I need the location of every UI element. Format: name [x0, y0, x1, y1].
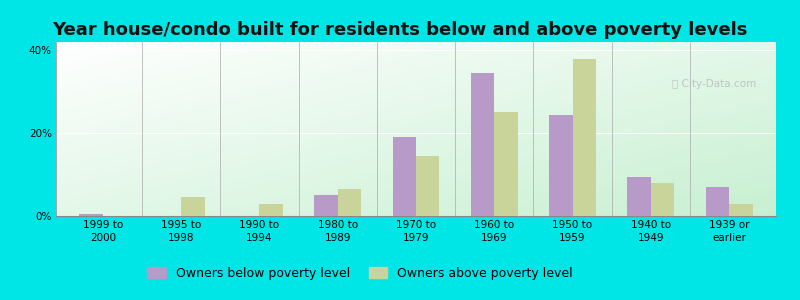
Bar [627, 177, 650, 216]
Bar [338, 189, 362, 216]
Bar [494, 112, 518, 216]
Bar [259, 204, 283, 216]
Bar [650, 183, 674, 216]
Bar [706, 187, 729, 216]
Bar [729, 204, 753, 216]
Bar [549, 115, 573, 216]
Bar [573, 58, 596, 216]
Bar [393, 137, 416, 216]
Bar [470, 73, 494, 216]
Bar [416, 156, 439, 216]
Text: Year house/condo built for residents below and above poverty levels: Year house/condo built for residents bel… [52, 21, 748, 39]
Legend: Owners below poverty level, Owners above poverty level: Owners below poverty level, Owners above… [142, 262, 578, 285]
Bar [182, 197, 205, 216]
Bar [79, 214, 103, 216]
Bar [314, 195, 338, 216]
Text: ⓘ City-Data.com: ⓘ City-Data.com [672, 79, 756, 89]
